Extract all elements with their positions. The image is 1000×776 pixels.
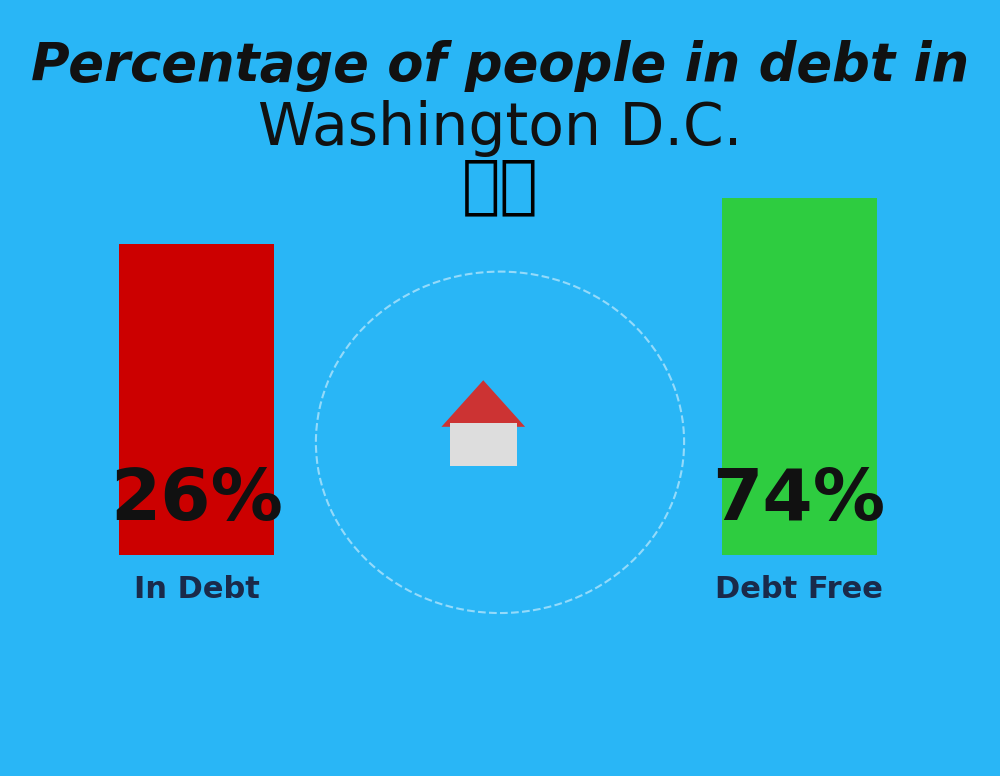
- Text: Washington D.C.: Washington D.C.: [258, 99, 742, 157]
- Polygon shape: [441, 380, 525, 427]
- FancyBboxPatch shape: [450, 423, 517, 466]
- Text: 74%: 74%: [713, 466, 886, 535]
- FancyBboxPatch shape: [119, 244, 274, 555]
- Text: Debt Free: Debt Free: [715, 575, 883, 605]
- Text: Percentage of people in debt in: Percentage of people in debt in: [31, 40, 969, 92]
- FancyBboxPatch shape: [722, 198, 877, 555]
- Text: 26%: 26%: [110, 466, 283, 535]
- Text: In Debt: In Debt: [134, 575, 260, 605]
- Text: 🇺🇸: 🇺🇸: [462, 155, 538, 217]
